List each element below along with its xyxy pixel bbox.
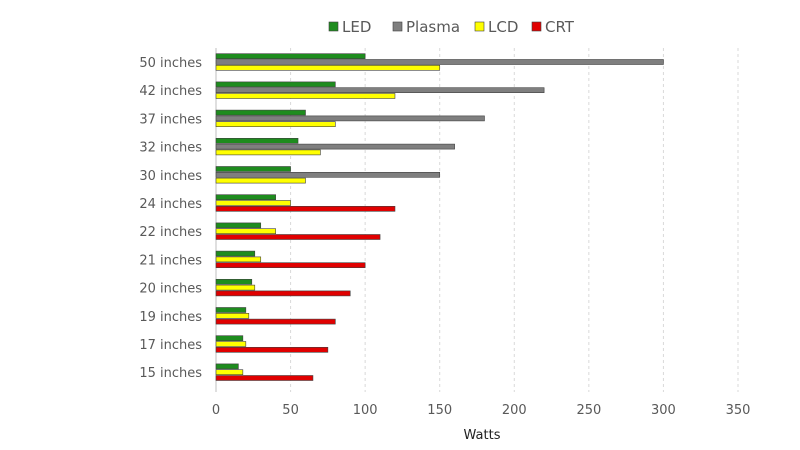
category-label: 22 inches (139, 225, 202, 240)
x-tick-label: 100 (353, 403, 378, 418)
bar-lcd-30-inches (215, 177, 306, 184)
bar-lcd-21-inches (215, 256, 262, 263)
legend-swatch-lcd (474, 21, 485, 32)
bar-crt-19-inches (215, 318, 336, 325)
category-label: 37 inches (139, 112, 202, 127)
bar-lcd-24-inches (215, 200, 291, 206)
legend-label-lcd: LCD (488, 18, 518, 36)
bar-crt-22-inches (215, 234, 381, 240)
category-label: 17 inches (139, 338, 202, 353)
bar-crt-17-inches (215, 346, 329, 353)
bar-plasma-42-inches (215, 87, 545, 93)
bar-led-20-inches (215, 278, 253, 285)
bar-plasma-37-inches (215, 115, 485, 122)
bar-led-17-inches (215, 335, 244, 342)
bar-crt-15-inches (215, 375, 314, 381)
bar-led-37-inches (215, 109, 306, 116)
category-label: 20 inches (139, 282, 202, 297)
bar-led-19-inches (215, 307, 247, 313)
legend-swatch-crt (531, 21, 542, 32)
bar-led-30-inches (215, 166, 291, 172)
x-tick-label: 200 (502, 403, 527, 418)
bar-lcd-22-inches (215, 228, 276, 234)
bar-led-50-inches (215, 53, 366, 60)
bar-led-15-inches (215, 363, 239, 370)
bar-lcd-42-inches (215, 93, 396, 99)
bar-lcd-50-inches (215, 65, 441, 71)
category-label: 32 inches (139, 141, 202, 156)
category-label: 30 inches (139, 169, 202, 184)
x-tick-label: 300 (651, 403, 676, 418)
category-label: 19 inches (139, 310, 202, 325)
category-labels: 50 inches 42 inches 37 inches 32 inches 30 i… (139, 56, 202, 381)
legend: LED Plasma LCD CRT (328, 18, 575, 36)
bar-lcd-17-inches (215, 341, 247, 347)
bar-led-24-inches (215, 194, 276, 200)
x-axis-title: Watts (464, 428, 501, 443)
bar-lcd-15-inches (215, 369, 244, 376)
legend-label-led: LED (342, 18, 371, 36)
bar-crt-24-inches (215, 206, 396, 212)
category-label: 42 inches (139, 84, 202, 99)
bar-plasma-32-inches (215, 143, 455, 150)
x-tick-label: 50 (282, 403, 299, 418)
category-label: 50 inches (139, 56, 202, 71)
bar-lcd-37-inches (215, 121, 336, 127)
x-tick-labels: 0 50 100 150 200 250 300 350 (212, 403, 751, 418)
category-label: 15 inches (139, 366, 202, 381)
bar-plasma-50-inches (215, 59, 664, 65)
x-tick-label: 350 (726, 403, 751, 418)
bar-crt-20-inches (215, 290, 351, 297)
bar-led-42-inches (215, 81, 336, 88)
x-tick-label: 150 (427, 403, 452, 418)
bar-led-21-inches (215, 250, 256, 257)
bar-plasma-30-inches (215, 172, 441, 178)
legend-label-crt: CRT (545, 18, 575, 36)
x-tick-label: 250 (576, 403, 601, 418)
bar-lcd-20-inches (215, 284, 256, 291)
category-label: 24 inches (139, 197, 202, 212)
bar-lcd-32-inches (215, 149, 321, 156)
bars (215, 53, 664, 381)
legend-swatch-plasma (392, 21, 403, 32)
gridlines (215, 48, 739, 392)
bar-crt-21-inches (215, 262, 366, 269)
x-tick-label: 0 (212, 403, 220, 418)
bar-led-32-inches (215, 138, 299, 144)
bar-lcd-19-inches (215, 312, 250, 319)
category-label: 21 inches (139, 253, 202, 268)
legend-label-plasma: Plasma (406, 18, 460, 36)
bar-led-22-inches (215, 222, 262, 229)
legend-swatch-led (328, 21, 339, 32)
